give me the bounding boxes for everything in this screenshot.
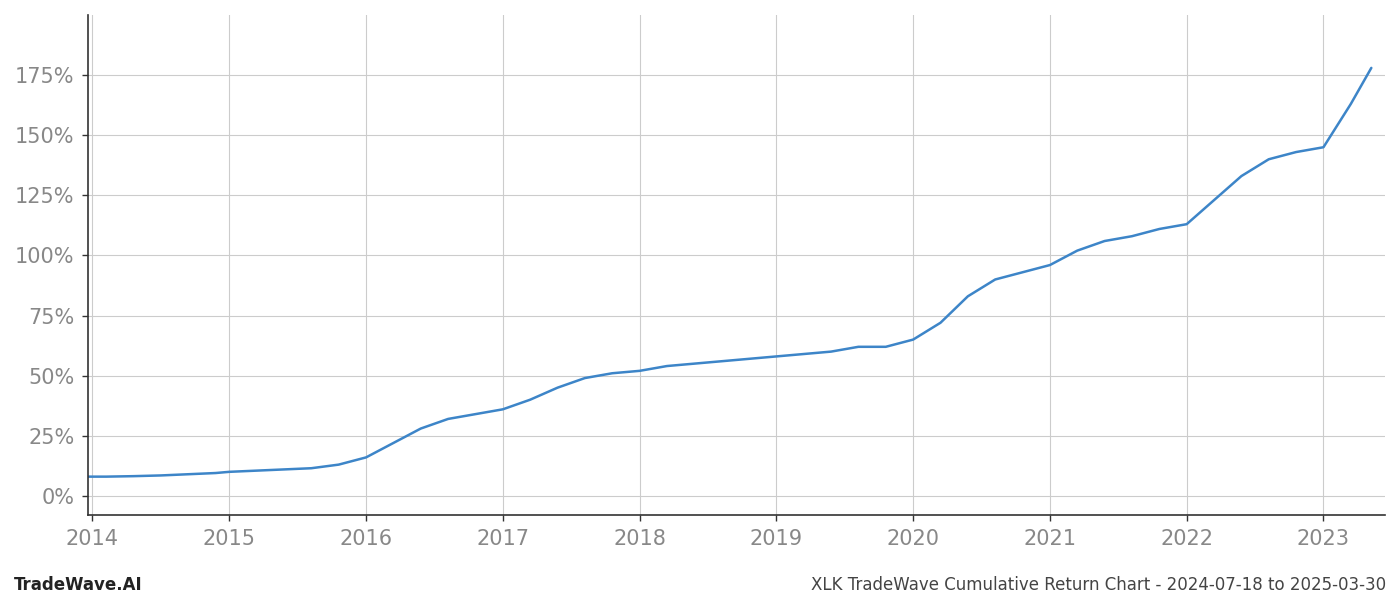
Text: XLK TradeWave Cumulative Return Chart - 2024-07-18 to 2025-03-30: XLK TradeWave Cumulative Return Chart - … [811, 576, 1386, 594]
Text: TradeWave.AI: TradeWave.AI [14, 576, 143, 594]
